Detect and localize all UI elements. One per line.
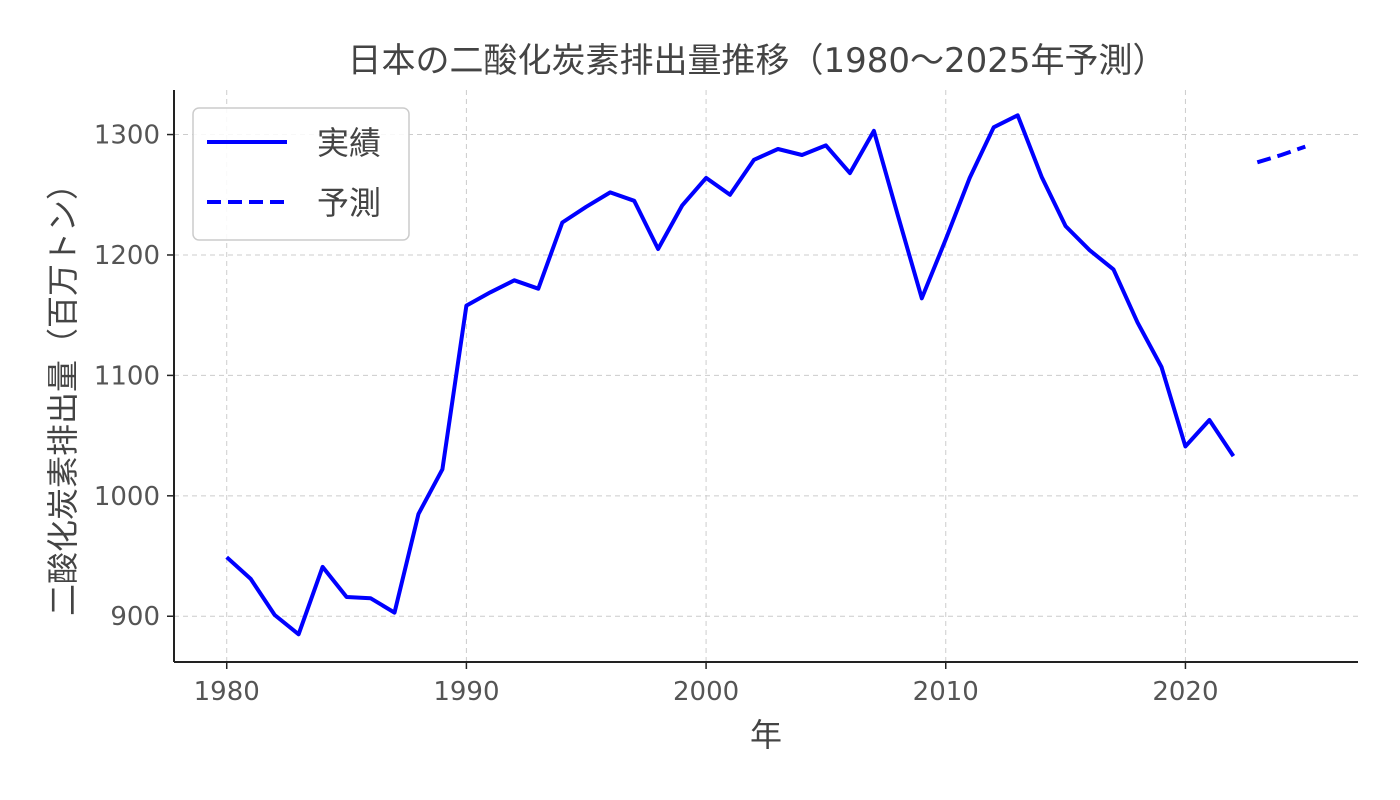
actual-point — [1112, 267, 1116, 271]
actual-point — [297, 632, 301, 636]
x-tick-label: 1980 — [194, 677, 260, 707]
y-tick-label: 900 — [110, 602, 160, 632]
actual-point — [968, 176, 972, 180]
actual-point — [824, 143, 828, 147]
x-axis-ticks: 1980 1990 2000 2010 2020 — [194, 662, 1219, 707]
x-axis-label: 年 — [750, 716, 782, 754]
actual-point — [225, 555, 229, 559]
actual-point — [1136, 320, 1140, 324]
actual-point — [1040, 175, 1044, 179]
actual-point — [584, 205, 588, 209]
actual-point — [680, 204, 684, 208]
y-tick-label: 1300 — [94, 121, 160, 151]
actual-point — [776, 147, 780, 151]
actual-point — [704, 176, 708, 180]
chart-title: 日本の二酸化炭素排出量推移（1980〜2025年予測） — [347, 41, 1166, 81]
actual-point — [1183, 444, 1187, 448]
actual-point — [1016, 113, 1020, 117]
actual-point — [417, 512, 421, 516]
actual-point — [249, 577, 253, 581]
y-tick-label: 1100 — [94, 361, 160, 391]
actual-point — [488, 290, 492, 294]
actual-point — [1160, 365, 1164, 369]
actual-point — [369, 596, 373, 600]
x-tick-label: 1990 — [433, 677, 499, 707]
x-tick-label: 2020 — [1152, 677, 1218, 707]
actual-point — [632, 199, 636, 203]
actual-point — [800, 153, 804, 157]
actual-point — [440, 467, 444, 471]
actual-point — [1088, 248, 1092, 252]
actual-point — [872, 129, 876, 133]
y-axis-label: 二酸化炭素排出量（百万トン） — [44, 168, 82, 616]
actual-point — [512, 278, 516, 282]
y-axis-ticks: 900 1000 1100 1200 1300 — [94, 121, 174, 632]
actual-point — [656, 247, 660, 251]
actual-point — [608, 190, 612, 194]
actual-point — [321, 565, 325, 569]
x-tick-label: 2010 — [913, 677, 979, 707]
actual-point — [560, 221, 564, 225]
forecast-series-line — [1256, 144, 1306, 165]
actual-point — [536, 287, 540, 291]
legend-label-forecast: 予測 — [317, 184, 381, 222]
actual-point — [1064, 224, 1068, 228]
actual-point — [464, 304, 468, 308]
actual-series-line — [225, 113, 1236, 637]
actual-point — [1231, 454, 1235, 458]
plot-area — [225, 113, 1307, 637]
actual-point — [728, 193, 732, 197]
forecast-point — [1303, 145, 1307, 149]
actual-point — [1207, 418, 1211, 422]
forecast-point — [1279, 153, 1283, 157]
legend-label-actual: 実績 — [317, 124, 381, 162]
y-tick-label: 1200 — [94, 241, 160, 271]
y-tick-label: 1000 — [94, 482, 160, 512]
actual-point — [273, 613, 277, 617]
actual-point — [345, 595, 349, 599]
actual-point — [848, 171, 852, 175]
actual-point — [752, 158, 756, 162]
forecast-point — [1255, 160, 1259, 164]
actual-point — [393, 611, 397, 615]
actual-point — [896, 213, 900, 217]
actual-point — [944, 237, 948, 241]
legend: 実績 予測 — [192, 107, 410, 241]
x-tick-label: 2000 — [673, 677, 739, 707]
actual-point — [920, 296, 924, 300]
actual-point — [992, 125, 996, 129]
